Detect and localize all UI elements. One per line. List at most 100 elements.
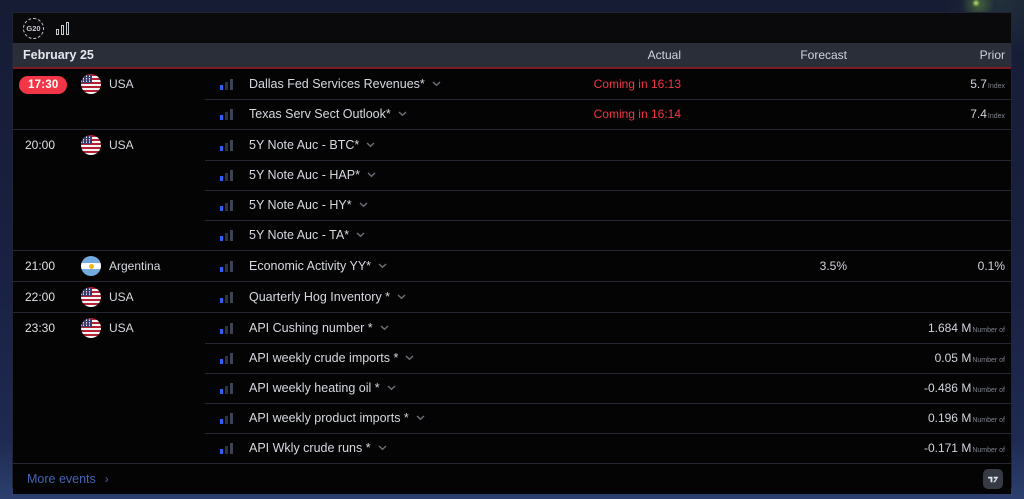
importance-cell bbox=[214, 352, 249, 364]
time-label: 20:00 bbox=[25, 138, 56, 152]
more-events-link[interactable]: More events bbox=[27, 472, 96, 486]
chevron-down-icon[interactable] bbox=[380, 325, 389, 331]
event-name[interactable]: API weekly product imports * bbox=[249, 411, 409, 425]
chevron-down-icon[interactable] bbox=[366, 142, 375, 148]
calendar-footer: More events › bbox=[13, 463, 1011, 494]
country-cell: USA bbox=[75, 135, 214, 155]
event-row[interactable]: API Wkly crude runs * -0.171 MNumber of bbox=[13, 433, 1011, 463]
event-name[interactable]: API weekly heating oil * bbox=[249, 381, 380, 395]
importance-icon bbox=[220, 78, 233, 90]
event-row[interactable]: 5Y Note Auc - HAP* bbox=[13, 160, 1011, 190]
prior-number: 7.4 bbox=[970, 107, 987, 121]
prior-unit-suffix: Index bbox=[987, 83, 1005, 90]
prior-value: 0.196 MNumber of bbox=[847, 411, 1011, 425]
event-name[interactable]: 5Y Note Auc - BTC* bbox=[249, 138, 360, 152]
economic-calendar-widget: G20 February 25 Actual Forecast Prior 17… bbox=[12, 12, 1012, 494]
country-cell: USA bbox=[75, 287, 214, 307]
importance-icon bbox=[220, 139, 233, 151]
event-row[interactable]: 21:00 Argentina Economic Activity YY* 3.5% 0… bbox=[13, 251, 1011, 281]
prior-value: 5.7Index bbox=[847, 77, 1011, 91]
importance-icon bbox=[220, 442, 233, 454]
usa-flag-icon bbox=[81, 135, 101, 155]
event-name[interactable]: API weekly crude imports * bbox=[249, 351, 399, 365]
time-cell: 23:30 bbox=[13, 319, 75, 337]
prior-value: 1.684 MNumber of bbox=[847, 321, 1011, 335]
event-name[interactable]: 5Y Note Auc - HAP* bbox=[249, 168, 360, 182]
g20-filter-button[interactable]: G20 bbox=[23, 17, 44, 39]
chevron-right-icon[interactable]: › bbox=[104, 472, 109, 486]
event-row[interactable]: API weekly product imports * 0.196 MNumbe… bbox=[13, 403, 1011, 433]
importance-cell bbox=[214, 291, 249, 303]
tradingview-logo[interactable] bbox=[983, 469, 1003, 489]
event-cell: Dallas Fed Services Revenues* bbox=[249, 77, 531, 91]
event-row[interactable]: 5Y Note Auc - TA* bbox=[13, 220, 1011, 250]
event-row[interactable]: 22:00 USA Quarterly Hog Inventory * bbox=[13, 282, 1011, 312]
event-row[interactable]: API weekly heating oil * -0.486 MNumber o… bbox=[13, 373, 1011, 403]
importance-icon bbox=[220, 169, 233, 181]
event-cell: 5Y Note Auc - HAP* bbox=[249, 168, 531, 182]
event-cell: 5Y Note Auc - HY* bbox=[249, 198, 531, 212]
importance-filter-icon[interactable] bbox=[56, 21, 69, 35]
event-row[interactable]: 20:00 USA 5Y Note Auc - BTC* bbox=[13, 130, 1011, 160]
importance-cell bbox=[214, 199, 249, 211]
event-name[interactable]: 5Y Note Auc - HY* bbox=[249, 198, 352, 212]
event-name[interactable]: Texas Serv Sect Outlook* bbox=[249, 107, 391, 121]
chevron-down-icon[interactable] bbox=[398, 111, 407, 117]
event-row[interactable]: Texas Serv Sect Outlook* Coming in 16:14 7… bbox=[13, 99, 1011, 129]
forecast-value: 3.5% bbox=[819, 259, 847, 273]
event-cell: 5Y Note Auc - BTC* bbox=[249, 138, 531, 152]
event-row[interactable]: 17:30 USA Dallas Fed Services Revenues* Com… bbox=[13, 69, 1011, 99]
importance-icon bbox=[220, 260, 233, 272]
chevron-down-icon[interactable] bbox=[378, 445, 387, 451]
country-label: Argentina bbox=[109, 259, 161, 273]
country-cell: Argentina bbox=[75, 256, 214, 276]
event-rows-container: 17:30 USA Dallas Fed Services Revenues* Com… bbox=[13, 69, 1011, 463]
event-name[interactable]: Quarterly Hog Inventory * bbox=[249, 290, 391, 304]
column-header-prior: Prior bbox=[979, 48, 1005, 62]
event-cell: API weekly product imports * bbox=[249, 411, 531, 425]
chevron-down-icon[interactable] bbox=[416, 415, 425, 421]
actual-value: Coming in 16:13 bbox=[593, 77, 681, 91]
chevron-down-icon[interactable] bbox=[432, 81, 441, 87]
time-label: 22:00 bbox=[25, 290, 56, 304]
chevron-down-icon[interactable] bbox=[378, 263, 387, 269]
event-row[interactable]: 23:30 USA API Cushing number * 1.684 MNumbe… bbox=[13, 313, 1011, 343]
usa-flag-icon bbox=[81, 74, 101, 94]
event-row[interactable]: 5Y Note Auc - HY* bbox=[13, 190, 1011, 220]
usa-flag-icon bbox=[81, 318, 101, 338]
event-name[interactable]: Dallas Fed Services Revenues* bbox=[249, 77, 425, 91]
calendar-toolbar: G20 bbox=[13, 13, 1011, 43]
event-group: 22:00 USA Quarterly Hog Inventory * bbox=[13, 281, 1011, 312]
importance-icon bbox=[220, 229, 233, 241]
chevron-down-icon[interactable] bbox=[397, 294, 406, 300]
event-name[interactable]: 5Y Note Auc - TA* bbox=[249, 228, 350, 242]
prior-unit-suffix: Number of bbox=[972, 387, 1005, 394]
argentina-flag-icon bbox=[81, 256, 101, 276]
importance-cell bbox=[214, 169, 249, 181]
chevron-down-icon[interactable] bbox=[356, 232, 365, 238]
column-header-forecast: Forecast bbox=[800, 48, 847, 62]
time-cell: 22:00 bbox=[13, 288, 75, 306]
prior-unit-suffix: Number of bbox=[972, 327, 1005, 334]
prior-number: -0.171 M bbox=[923, 441, 972, 455]
importance-icon bbox=[220, 382, 233, 394]
importance-cell bbox=[214, 78, 249, 90]
time-badge: 17:30 bbox=[19, 75, 68, 94]
event-name[interactable]: API Wkly crude runs * bbox=[249, 441, 371, 455]
country-label: USA bbox=[109, 77, 134, 91]
event-name[interactable]: Economic Activity YY* bbox=[249, 259, 372, 273]
event-row[interactable]: API weekly crude imports * 0.05 MNumber o… bbox=[13, 343, 1011, 373]
prior-number: -0.486 M bbox=[923, 381, 972, 395]
chevron-down-icon[interactable] bbox=[387, 385, 396, 391]
chevron-down-icon[interactable] bbox=[367, 172, 376, 178]
chevron-down-icon[interactable] bbox=[359, 202, 368, 208]
event-cell: 5Y Note Auc - TA* bbox=[249, 228, 531, 242]
event-cell: Quarterly Hog Inventory * bbox=[249, 290, 531, 304]
prior-value: 0.05 MNumber of bbox=[847, 351, 1011, 365]
event-name[interactable]: API Cushing number * bbox=[249, 321, 373, 335]
country-label: USA bbox=[109, 138, 134, 152]
prior-value: -0.486 MNumber of bbox=[847, 381, 1011, 395]
chevron-down-icon[interactable] bbox=[405, 355, 414, 361]
event-cell: Economic Activity YY* bbox=[249, 259, 531, 273]
prior-unit-suffix: Number of bbox=[972, 357, 1005, 364]
